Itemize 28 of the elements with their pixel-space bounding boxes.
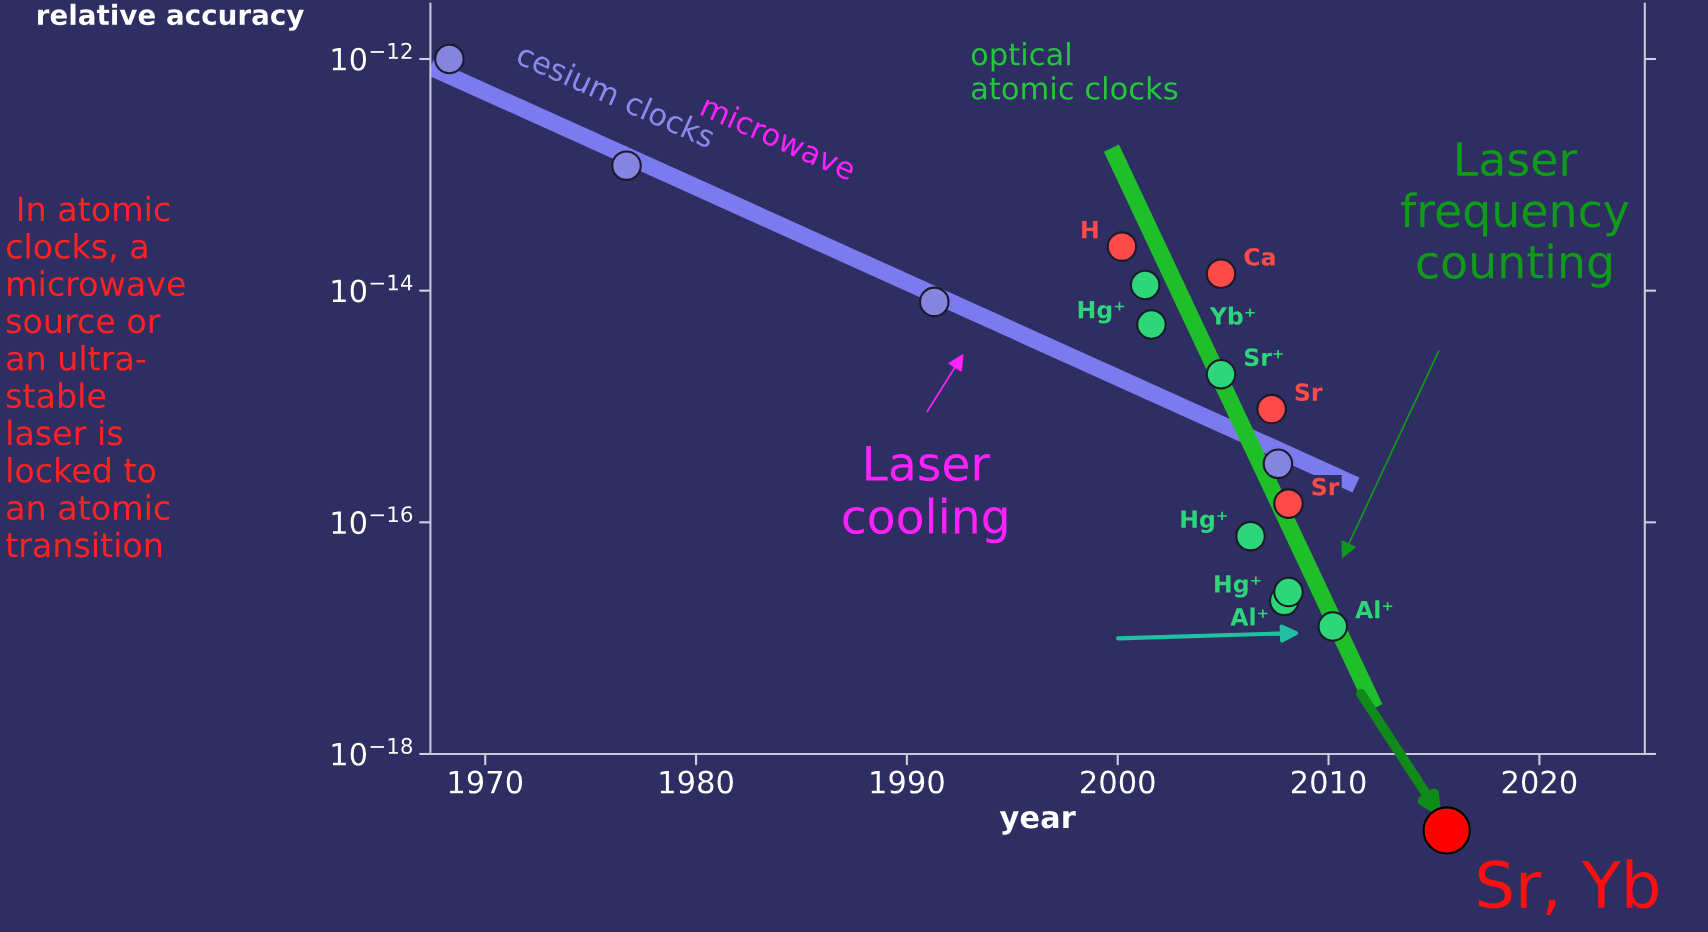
annotation: Laser cooling [843,446,1007,544]
data-label: Hg⁺ [1181,510,1227,533]
data-label: Hg⁺ [1215,575,1261,598]
data-label: Yb⁺ [1209,306,1255,325]
annotation: Laser frequency counting [1401,142,1629,288]
y-axis-title: relative accuracy [38,3,304,31]
annotation: optical atomic clocks [971,41,1178,100]
data-label: H [1082,221,1098,239]
data-label: Sr⁺ [1244,348,1283,367]
x-tick-label: 2020 [1502,770,1577,794]
y-tick-label: 10$^{−18}$ [332,737,413,766]
data-label: Hg⁺ [1078,301,1125,324]
x-tick-label: 2000 [1081,770,1155,794]
x-tick-label: 1980 [660,770,733,794]
y-tick-label: 10$^{−16}$ [332,506,413,535]
x-tick-label: 2010 [1291,770,1366,794]
x-axis-title: year [999,810,1076,835]
data-label: Ca [1244,247,1275,266]
x-tick-label: 1990 [871,770,944,794]
data-label: Sr [1312,477,1340,496]
data-label: Al⁺ [1355,600,1393,619]
text: Sr, Yb [1478,859,1658,916]
text: In atomic clocks, a microwave source or an ultra- stable laser is locked to an atomic transition [6,195,185,558]
y-tick-label: 10$^{−12}$ [332,42,412,71]
x-tick-label: 1970 [449,770,523,794]
data-label: Sr [1295,383,1323,402]
y-tick-label: 10$^{−14}$ [332,274,413,303]
data-label: Al⁺ [1230,607,1268,626]
